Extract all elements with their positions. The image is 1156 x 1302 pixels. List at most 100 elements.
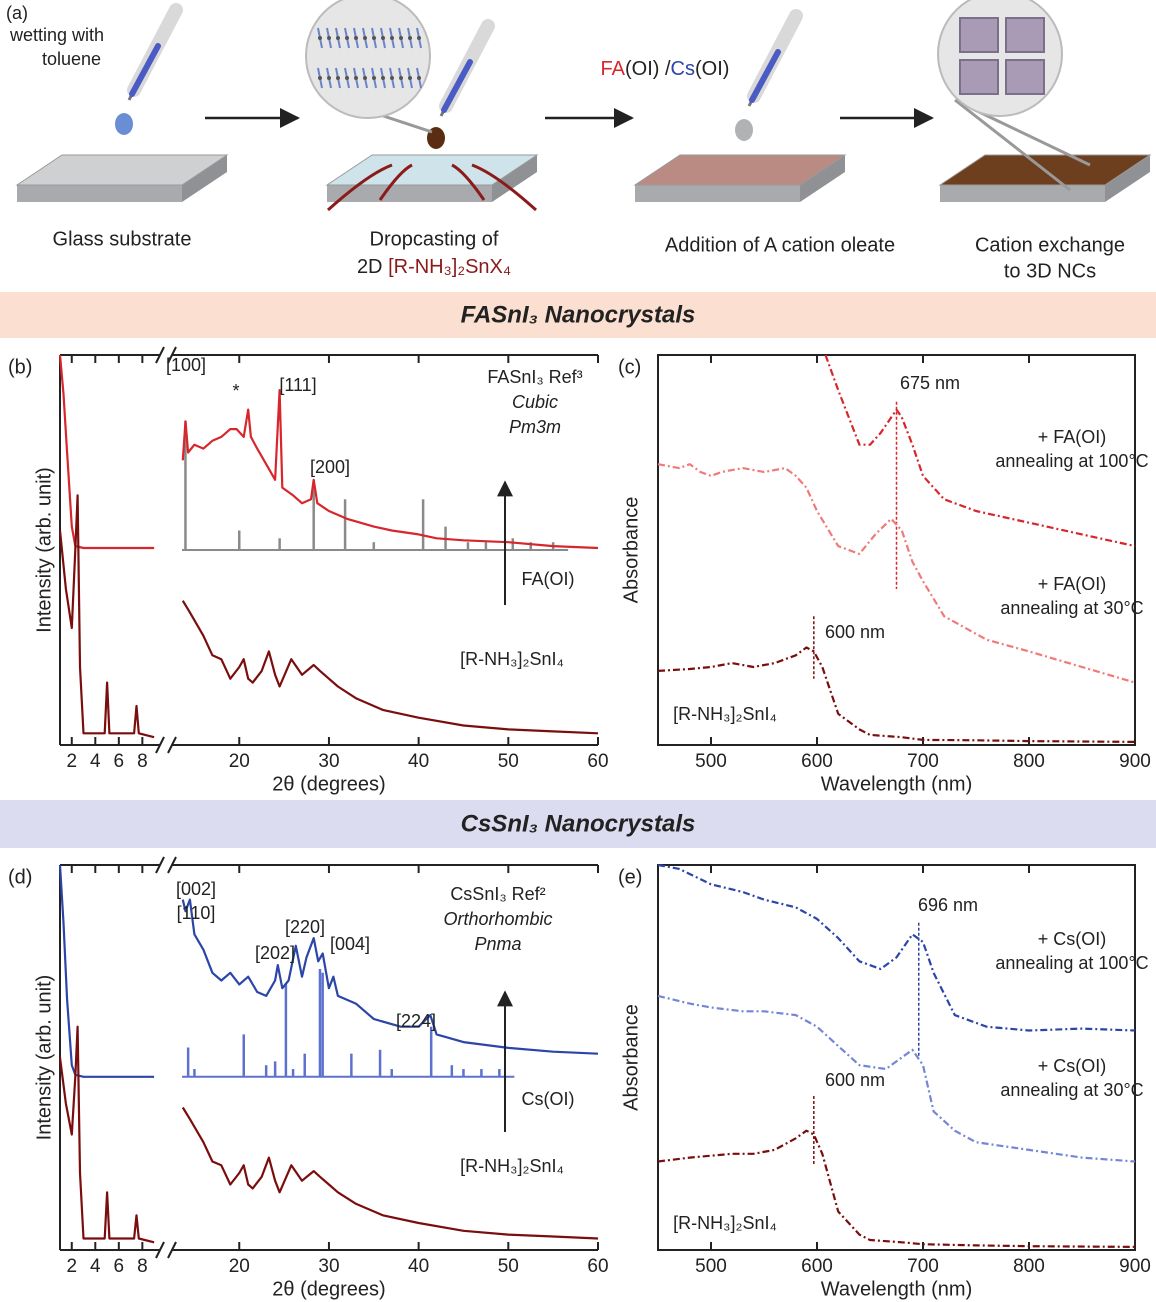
zoom-line: [954, 98, 1071, 192]
pipette-liquid: [749, 49, 781, 103]
reference-space-group: Pnma: [474, 934, 521, 954]
axis-break: [167, 736, 177, 754]
axis-break: [167, 856, 177, 874]
series-label: + FA(OI): [1038, 574, 1107, 594]
y-axis-title: Intensity (arb. unit): [33, 975, 55, 1141]
panel-label: (e): [618, 866, 642, 888]
nanocrystal: [959, 17, 999, 53]
substrate-top: [325, 154, 539, 186]
atom: [354, 36, 358, 40]
peak-index: [220]: [285, 917, 325, 937]
step-text: Dropcasting of: [370, 228, 499, 250]
axis-break: [167, 1241, 177, 1259]
reagent-part: Cs: [671, 58, 695, 80]
panel-label: (a): [6, 3, 28, 23]
atom: [390, 36, 394, 40]
series-condition: annealing at 30°C: [1000, 1080, 1143, 1100]
plot-frame: [657, 354, 1136, 746]
series-line: [58, 494, 599, 739]
atom: [381, 36, 385, 40]
panel-label: (b): [8, 356, 32, 378]
reference-lattice: Orthorhombic: [443, 909, 552, 929]
series-line: [657, 463, 1136, 684]
series-label: [R-NH₃]₂SnI₄: [673, 1213, 777, 1233]
x-tick-label: 900: [1119, 751, 1151, 772]
series-condition: annealing at 100°C: [995, 451, 1148, 471]
step-text: Addition of A cation oleate: [665, 234, 895, 256]
peak-label: 600 nm: [825, 1070, 885, 1090]
x-tick-label: 50: [498, 751, 519, 772]
series-label: Cs(OI): [522, 1089, 575, 1109]
axis-break: [155, 856, 165, 874]
series-line: [58, 1025, 599, 1244]
series-line: [657, 994, 1136, 1163]
step-text: 2D: [357, 256, 383, 278]
pipette-liquid: [129, 43, 161, 97]
x-tick-label: 700: [907, 1256, 939, 1277]
substrate-side: [182, 155, 227, 202]
atom: [318, 76, 322, 80]
series-label: FA(OI): [522, 569, 575, 589]
reference-name: CsSnI₃ Ref²: [450, 884, 545, 904]
zoom-bubble: [305, 0, 431, 119]
x-tick-label: 8: [137, 751, 148, 772]
substrate-side: [1105, 155, 1150, 202]
x-tick-label: 500: [695, 751, 727, 772]
series-line: [657, 646, 1136, 743]
step-text: Cation exchange: [975, 234, 1125, 256]
compound: [R-NH₃]₂SnX₄: [388, 256, 511, 278]
peak-index: *: [232, 381, 239, 401]
x-tick-label: 60: [587, 751, 608, 772]
axis-break: [155, 1241, 165, 1259]
atom: [345, 36, 349, 40]
nanocrystal: [1005, 59, 1045, 95]
atom: [354, 76, 358, 80]
peak-index: [004]: [330, 934, 370, 954]
pipette-liquid: [441, 59, 473, 113]
banner: CsSnI₃ Nanocrystals: [461, 810, 696, 837]
banner: FASnI₃ Nanocrystals: [461, 301, 696, 328]
series-condition: annealing at 100°C: [995, 953, 1148, 973]
substrate-side: [940, 185, 1105, 202]
banner-bg: [0, 292, 1156, 338]
x-tick-label: 4: [90, 751, 101, 772]
x-tick-label: 800: [1013, 751, 1045, 772]
droplet: [115, 113, 133, 135]
x-tick-label: 500: [695, 1256, 727, 1277]
step-text: 2D [R-NH₃]₂SnX₄: [357, 256, 511, 278]
atom: [399, 76, 403, 80]
step-text: Glass substrate: [53, 228, 192, 250]
series-line: [657, 863, 1136, 1032]
x-tick-label: 2: [66, 751, 77, 772]
reagent-part: FA: [601, 58, 626, 80]
flow-line: [451, 163, 486, 201]
step-text: wetting with: [9, 25, 104, 45]
nanocrystal: [1005, 17, 1045, 53]
series-label: + Cs(OI): [1038, 929, 1107, 949]
series-label: [R-NH₃]₂SnI₄: [460, 1156, 564, 1176]
flow-line: [471, 163, 538, 212]
x-axis-title: Wavelength (nm): [821, 773, 973, 795]
substrate-top: [633, 154, 847, 186]
substrate-side: [635, 185, 800, 202]
atom: [390, 76, 394, 80]
x-tick-label: 6: [114, 751, 125, 772]
step-text: to 3D NCs: [1004, 260, 1096, 282]
x-axis-title: 2θ (degrees): [272, 773, 385, 795]
reference-name: FASnI₃ Ref³: [487, 367, 582, 387]
x-tick-label: 2: [66, 1256, 77, 1277]
plot-frame: [657, 864, 1136, 1251]
y-axis-title: Absorbance: [620, 1004, 642, 1111]
droplet: [735, 119, 753, 141]
zoom-line: [974, 108, 1091, 167]
reference-lattice: Cubic: [512, 392, 558, 412]
x-tick-label: 900: [1119, 1256, 1151, 1277]
peak-index: [111]: [279, 375, 316, 395]
axis-break: [167, 346, 177, 364]
x-tick-label: 600: [801, 1256, 833, 1277]
series-label: [R-NH₃]₂SnI₄: [673, 704, 777, 724]
y-axis-title: Intensity (arb. unit): [33, 467, 55, 633]
series-label: + Cs(OI): [1038, 1056, 1107, 1076]
reagent-part: (OI) /: [625, 58, 671, 80]
x-tick-label: 8: [137, 1256, 148, 1277]
